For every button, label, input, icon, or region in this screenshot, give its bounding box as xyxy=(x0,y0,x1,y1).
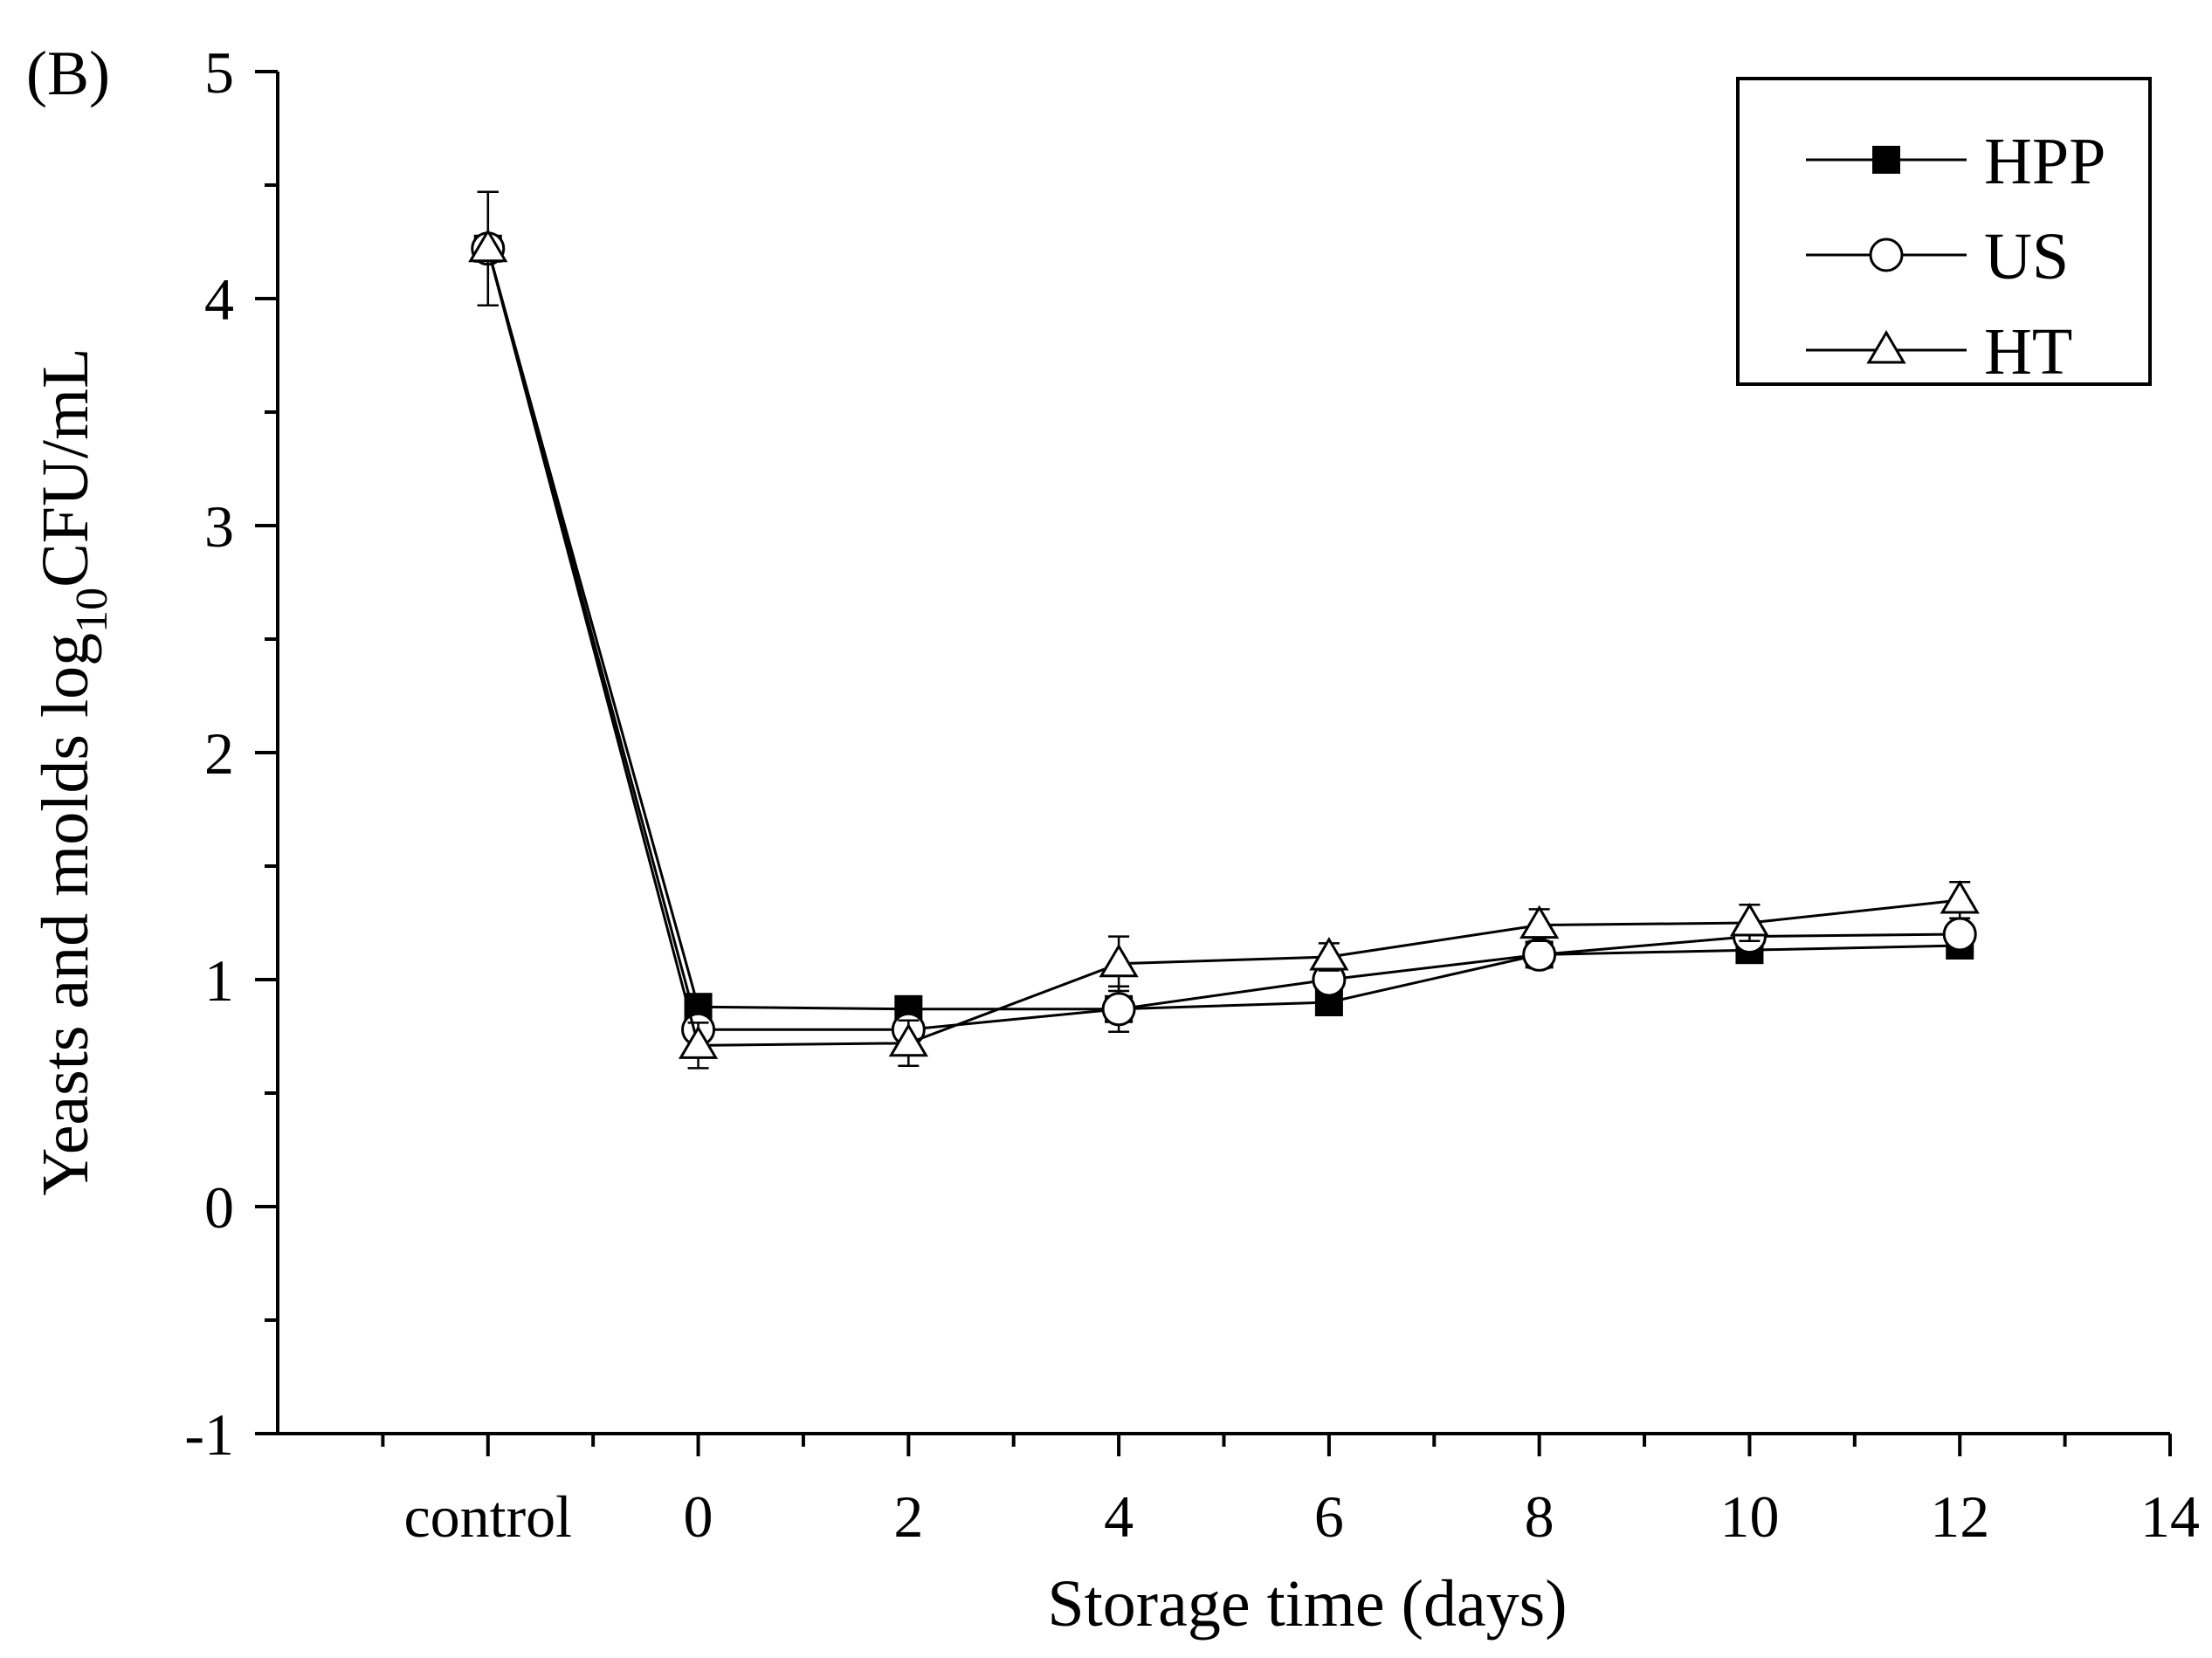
y-axis-label-sub: 10 xyxy=(67,588,117,633)
data-point-us xyxy=(1522,937,1557,972)
x-tick-label: 12 xyxy=(1930,1483,1989,1550)
data-point-ht xyxy=(888,1022,928,1057)
series-line-us xyxy=(486,248,1960,1031)
y-tick-label: 5 xyxy=(204,39,234,106)
legend-label-ht: HT xyxy=(1984,315,2072,389)
series-layer xyxy=(468,190,1980,1070)
legend-label-us: US xyxy=(1984,220,2069,293)
x-tick-label: 10 xyxy=(1719,1483,1779,1550)
data-point-ht xyxy=(678,1025,719,1059)
y-axis-label-unit: CFU/mL xyxy=(29,347,102,588)
series-line-hpp xyxy=(486,248,1960,1011)
y-tick-label: 0 xyxy=(204,1174,234,1241)
data-point-ht xyxy=(1940,880,1980,914)
data-point-us xyxy=(1101,992,1136,1027)
x-tick-label: 14 xyxy=(2140,1483,2200,1550)
y-tick-label: 1 xyxy=(204,947,234,1014)
data-point-ht xyxy=(1519,905,1560,939)
x-tick-label: 4 xyxy=(1104,1483,1134,1550)
legend: HPP US HT xyxy=(1736,77,2152,389)
y-axis-label: Yeasts and molds log10CFU/mL xyxy=(29,347,117,1195)
y-tick-label: 4 xyxy=(204,266,234,333)
data-point-ht xyxy=(468,228,508,263)
legend-box xyxy=(1736,77,2152,386)
data-point-ht xyxy=(1099,943,1139,978)
x-tick-label: 8 xyxy=(1525,1483,1554,1550)
legend-marker-ht xyxy=(1866,330,1906,364)
x-tick-label: 2 xyxy=(893,1483,923,1550)
data-point-ht xyxy=(1309,937,1349,971)
series-line-ht xyxy=(486,248,1960,1047)
y-tick-label: 2 xyxy=(204,720,234,787)
x-axis-label: Storage time (days) xyxy=(1047,1567,1567,1641)
x-tick-label: control xyxy=(403,1483,572,1550)
panel-label: (B) xyxy=(26,38,110,108)
x-tick-label: 0 xyxy=(684,1483,713,1550)
y-tick-label: -1 xyxy=(184,1401,234,1468)
legend-marker-hpp xyxy=(1872,146,1900,174)
legend-marker-us xyxy=(1869,237,1904,272)
data-point-ht xyxy=(1729,903,1770,937)
y-tick-label: 3 xyxy=(204,493,234,560)
y-axis-label-main: Yeasts and molds log xyxy=(29,633,102,1196)
x-tick-label: 6 xyxy=(1314,1483,1344,1550)
data-point-us xyxy=(1942,917,1977,952)
series-ht xyxy=(468,190,1980,1070)
legend-label-hpp: HPP xyxy=(1984,125,2105,198)
